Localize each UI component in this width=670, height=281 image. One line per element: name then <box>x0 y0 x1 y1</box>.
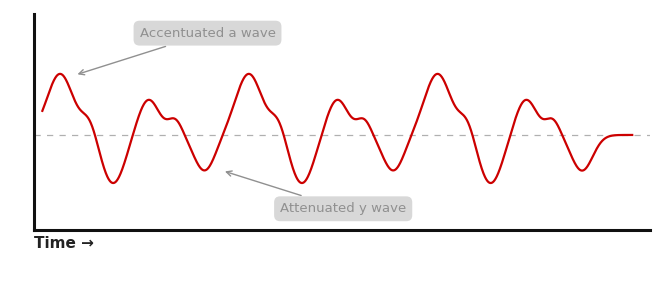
Text: Accentuated a wave: Accentuated a wave <box>79 27 275 75</box>
X-axis label: Time →: Time → <box>34 236 93 251</box>
Text: Attenuated y wave: Attenuated y wave <box>226 171 406 215</box>
